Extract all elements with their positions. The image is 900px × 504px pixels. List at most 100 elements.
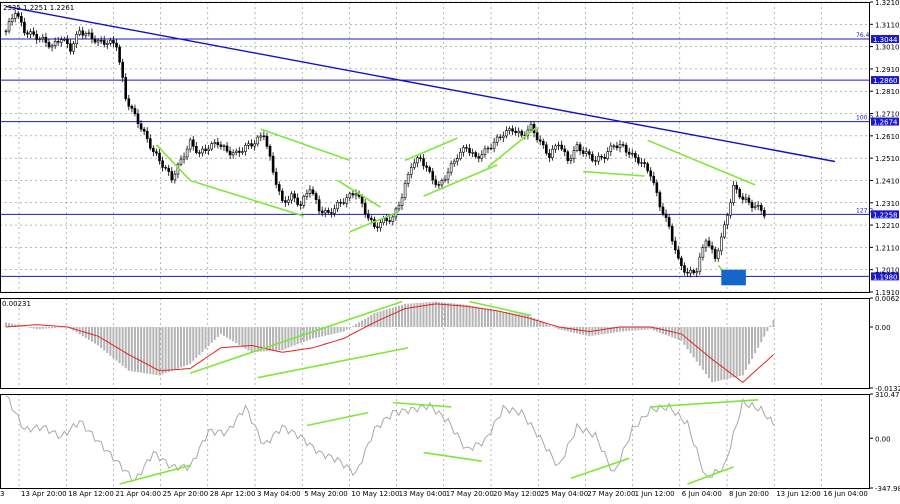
macd-histogram-bar — [447, 302, 450, 327]
macd-histogram-bar — [324, 326, 327, 336]
x-tick-label: 21 Apr 04:00 — [115, 490, 161, 498]
candle-body — [247, 143, 250, 146]
macd-histogram-bar — [735, 326, 738, 377]
macd-histogram-bar — [738, 326, 741, 377]
macd-histogram-bar — [572, 326, 575, 333]
candle-body — [597, 155, 600, 162]
macd-histogram-bar — [499, 311, 502, 327]
candle-body — [514, 130, 517, 134]
candle-body — [99, 40, 103, 42]
macd-histogram-bar — [566, 326, 569, 332]
candle-body — [505, 130, 508, 137]
candle-body — [673, 240, 677, 251]
candle-body — [735, 184, 738, 190]
candle-body — [327, 210, 330, 213]
candle-body — [701, 247, 705, 258]
macd-histogram-bar — [514, 313, 517, 327]
candle-body — [529, 123, 533, 131]
macd-histogram-bar — [198, 326, 201, 355]
candle-body — [581, 150, 585, 154]
macd-histogram-bar — [689, 326, 692, 354]
macd-histogram-bar — [189, 326, 192, 364]
macd-histogram-bar — [143, 326, 146, 374]
candle-body — [720, 236, 723, 252]
candle-body — [265, 135, 269, 147]
macd-histogram-bar — [210, 326, 213, 343]
macd-histogram-bar — [477, 307, 480, 327]
candle-body — [489, 147, 493, 150]
macd-histogram-bar — [44, 326, 47, 329]
macd-histogram-bar — [413, 303, 416, 327]
candle-body — [652, 175, 656, 184]
macd-histogram-bar — [603, 326, 606, 334]
candle-body — [219, 144, 223, 147]
macd-histogram-bar — [348, 326, 351, 328]
candle-body — [333, 208, 336, 214]
candle-body — [465, 147, 468, 149]
candle-body — [538, 139, 542, 142]
candle-body — [680, 257, 683, 266]
candle-body — [756, 205, 760, 207]
macd-histogram-bar — [213, 326, 216, 340]
y-tick-label: 1.1910 — [875, 289, 900, 297]
candle-body — [541, 140, 545, 146]
candle-body — [81, 30, 85, 36]
candle-body — [587, 151, 591, 155]
candle-body — [621, 144, 625, 146]
macd-histogram-bar — [751, 326, 754, 359]
candle-body — [747, 197, 751, 203]
candle-body — [578, 144, 582, 152]
macd-histogram-bar — [115, 326, 118, 361]
macd-histogram-bar — [600, 326, 603, 335]
macd-histogram-bar — [692, 326, 695, 358]
macd-histogram-bar — [468, 305, 471, 327]
candle-body — [280, 190, 284, 201]
x-tick-label: 28 Apr 12:00 — [210, 490, 256, 498]
macd-histogram-bar — [229, 326, 232, 340]
y-tick-label: 1.3010 — [875, 44, 900, 52]
level-price-label: 1.2258 — [873, 211, 898, 219]
candle-body — [29, 31, 32, 35]
level-price-box — [871, 272, 899, 281]
macd-histogram-bar — [459, 304, 462, 327]
macd-histogram-bar — [167, 326, 170, 372]
macd-histogram-bar — [54, 326, 57, 328]
macd-histogram-bar — [440, 302, 443, 327]
candle-body — [483, 148, 487, 156]
candle-body — [302, 196, 306, 206]
candle-body — [188, 139, 192, 150]
macd-histogram-bar — [609, 326, 612, 333]
macd-histogram-bar — [612, 326, 615, 333]
macd-histogram-bar — [539, 320, 542, 327]
macd-histogram-bar — [511, 313, 514, 327]
candle-body — [342, 202, 346, 204]
candle-body — [155, 151, 158, 154]
candle-body — [409, 167, 413, 175]
macd-histogram-bar — [483, 308, 486, 327]
macd-histogram-bar — [342, 326, 345, 332]
macd-histogram-bar — [486, 309, 489, 327]
macd-histogram-bar — [367, 316, 370, 327]
candle-body — [345, 197, 349, 204]
candle-body — [677, 249, 680, 259]
candle-body — [726, 214, 729, 226]
candle-body — [729, 202, 732, 216]
candle-body — [115, 42, 118, 48]
candle-body — [658, 192, 662, 208]
candle-body — [649, 170, 653, 177]
candle-body — [69, 43, 72, 52]
candle-body — [87, 32, 91, 35]
candle-body — [179, 158, 183, 165]
macd-histogram-bar — [247, 326, 250, 351]
macd-histogram-bar — [32, 326, 35, 329]
candle-body — [256, 136, 260, 145]
candle-body — [366, 213, 370, 219]
macd-histogram-bar — [526, 315, 529, 327]
y-tick-label: 1.2010 — [875, 267, 900, 275]
y-tick-label: 1.2310 — [875, 200, 900, 208]
candle-body — [259, 135, 263, 138]
macd-histogram-bar — [744, 326, 747, 370]
